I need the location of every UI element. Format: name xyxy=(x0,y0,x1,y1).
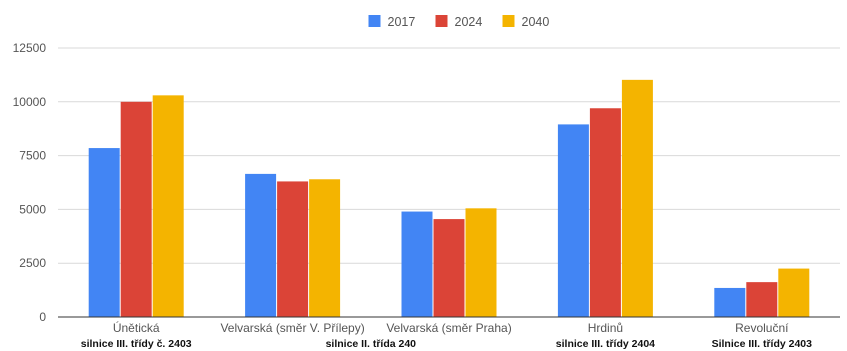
bar-2017-4 xyxy=(714,287,746,317)
category-annotation: Silnice III. třídy 2403 xyxy=(712,338,813,350)
legend-swatch-2017 xyxy=(368,15,381,27)
bars xyxy=(88,79,810,318)
legend: 2017 2024 2040 xyxy=(368,15,550,29)
bar-2024-3 xyxy=(589,108,621,317)
category-annotations: silnice III. třídy č. 2403 silnice II. tř… xyxy=(81,338,812,350)
x-tick-label: Únětická xyxy=(113,320,160,335)
x-tick-label: Velvarská (směr Praha) xyxy=(386,321,511,335)
y-tick-label: 12500 xyxy=(13,41,47,55)
bar-2024-2 xyxy=(433,219,465,317)
bar-2017-1 xyxy=(245,173,277,317)
legend-label-2024: 2024 xyxy=(455,15,483,29)
y-tick-label: 0 xyxy=(39,310,46,324)
bar-2040-4 xyxy=(778,268,810,317)
bar-2040-2 xyxy=(465,208,497,317)
bar-2024-4 xyxy=(746,282,778,317)
y-tick-label: 2500 xyxy=(19,256,46,270)
x-axis-ticks: Únětická Velvarská (směr V. Přílepy) Velva… xyxy=(113,320,789,335)
legend-label-2040: 2040 xyxy=(522,15,550,29)
legend-label-2017: 2017 xyxy=(388,15,416,29)
bar-2017-0 xyxy=(88,148,120,317)
category-annotation: silnice II. třída 240 xyxy=(326,338,417,350)
y-tick-label: 10000 xyxy=(13,95,47,109)
x-tick-label: Hrdinů xyxy=(588,321,623,335)
bar-2017-3 xyxy=(557,124,589,318)
bar-2017-2 xyxy=(401,211,433,317)
bar-2024-1 xyxy=(277,181,309,317)
category-annotation: silnice III. třídy č. 2403 xyxy=(81,338,192,350)
x-tick-label: Velvarská (směr V. Přílepy) xyxy=(220,321,364,335)
bar-2040-0 xyxy=(152,95,184,318)
legend-swatch-2040 xyxy=(502,15,515,27)
bar-2040-1 xyxy=(309,179,341,317)
x-tick-label: Revoluční xyxy=(735,321,789,335)
y-tick-label: 5000 xyxy=(19,202,46,216)
bar-2040-3 xyxy=(621,79,653,317)
bar-2024-0 xyxy=(120,101,152,317)
y-axis-ticks: 0 2500 5000 7500 10000 12500 xyxy=(13,41,47,324)
y-tick-label: 7500 xyxy=(19,149,46,163)
category-annotation: silnice III. třídy 2404 xyxy=(556,338,655,350)
gridlines xyxy=(58,47,840,264)
legend-swatch-2024 xyxy=(435,15,448,27)
